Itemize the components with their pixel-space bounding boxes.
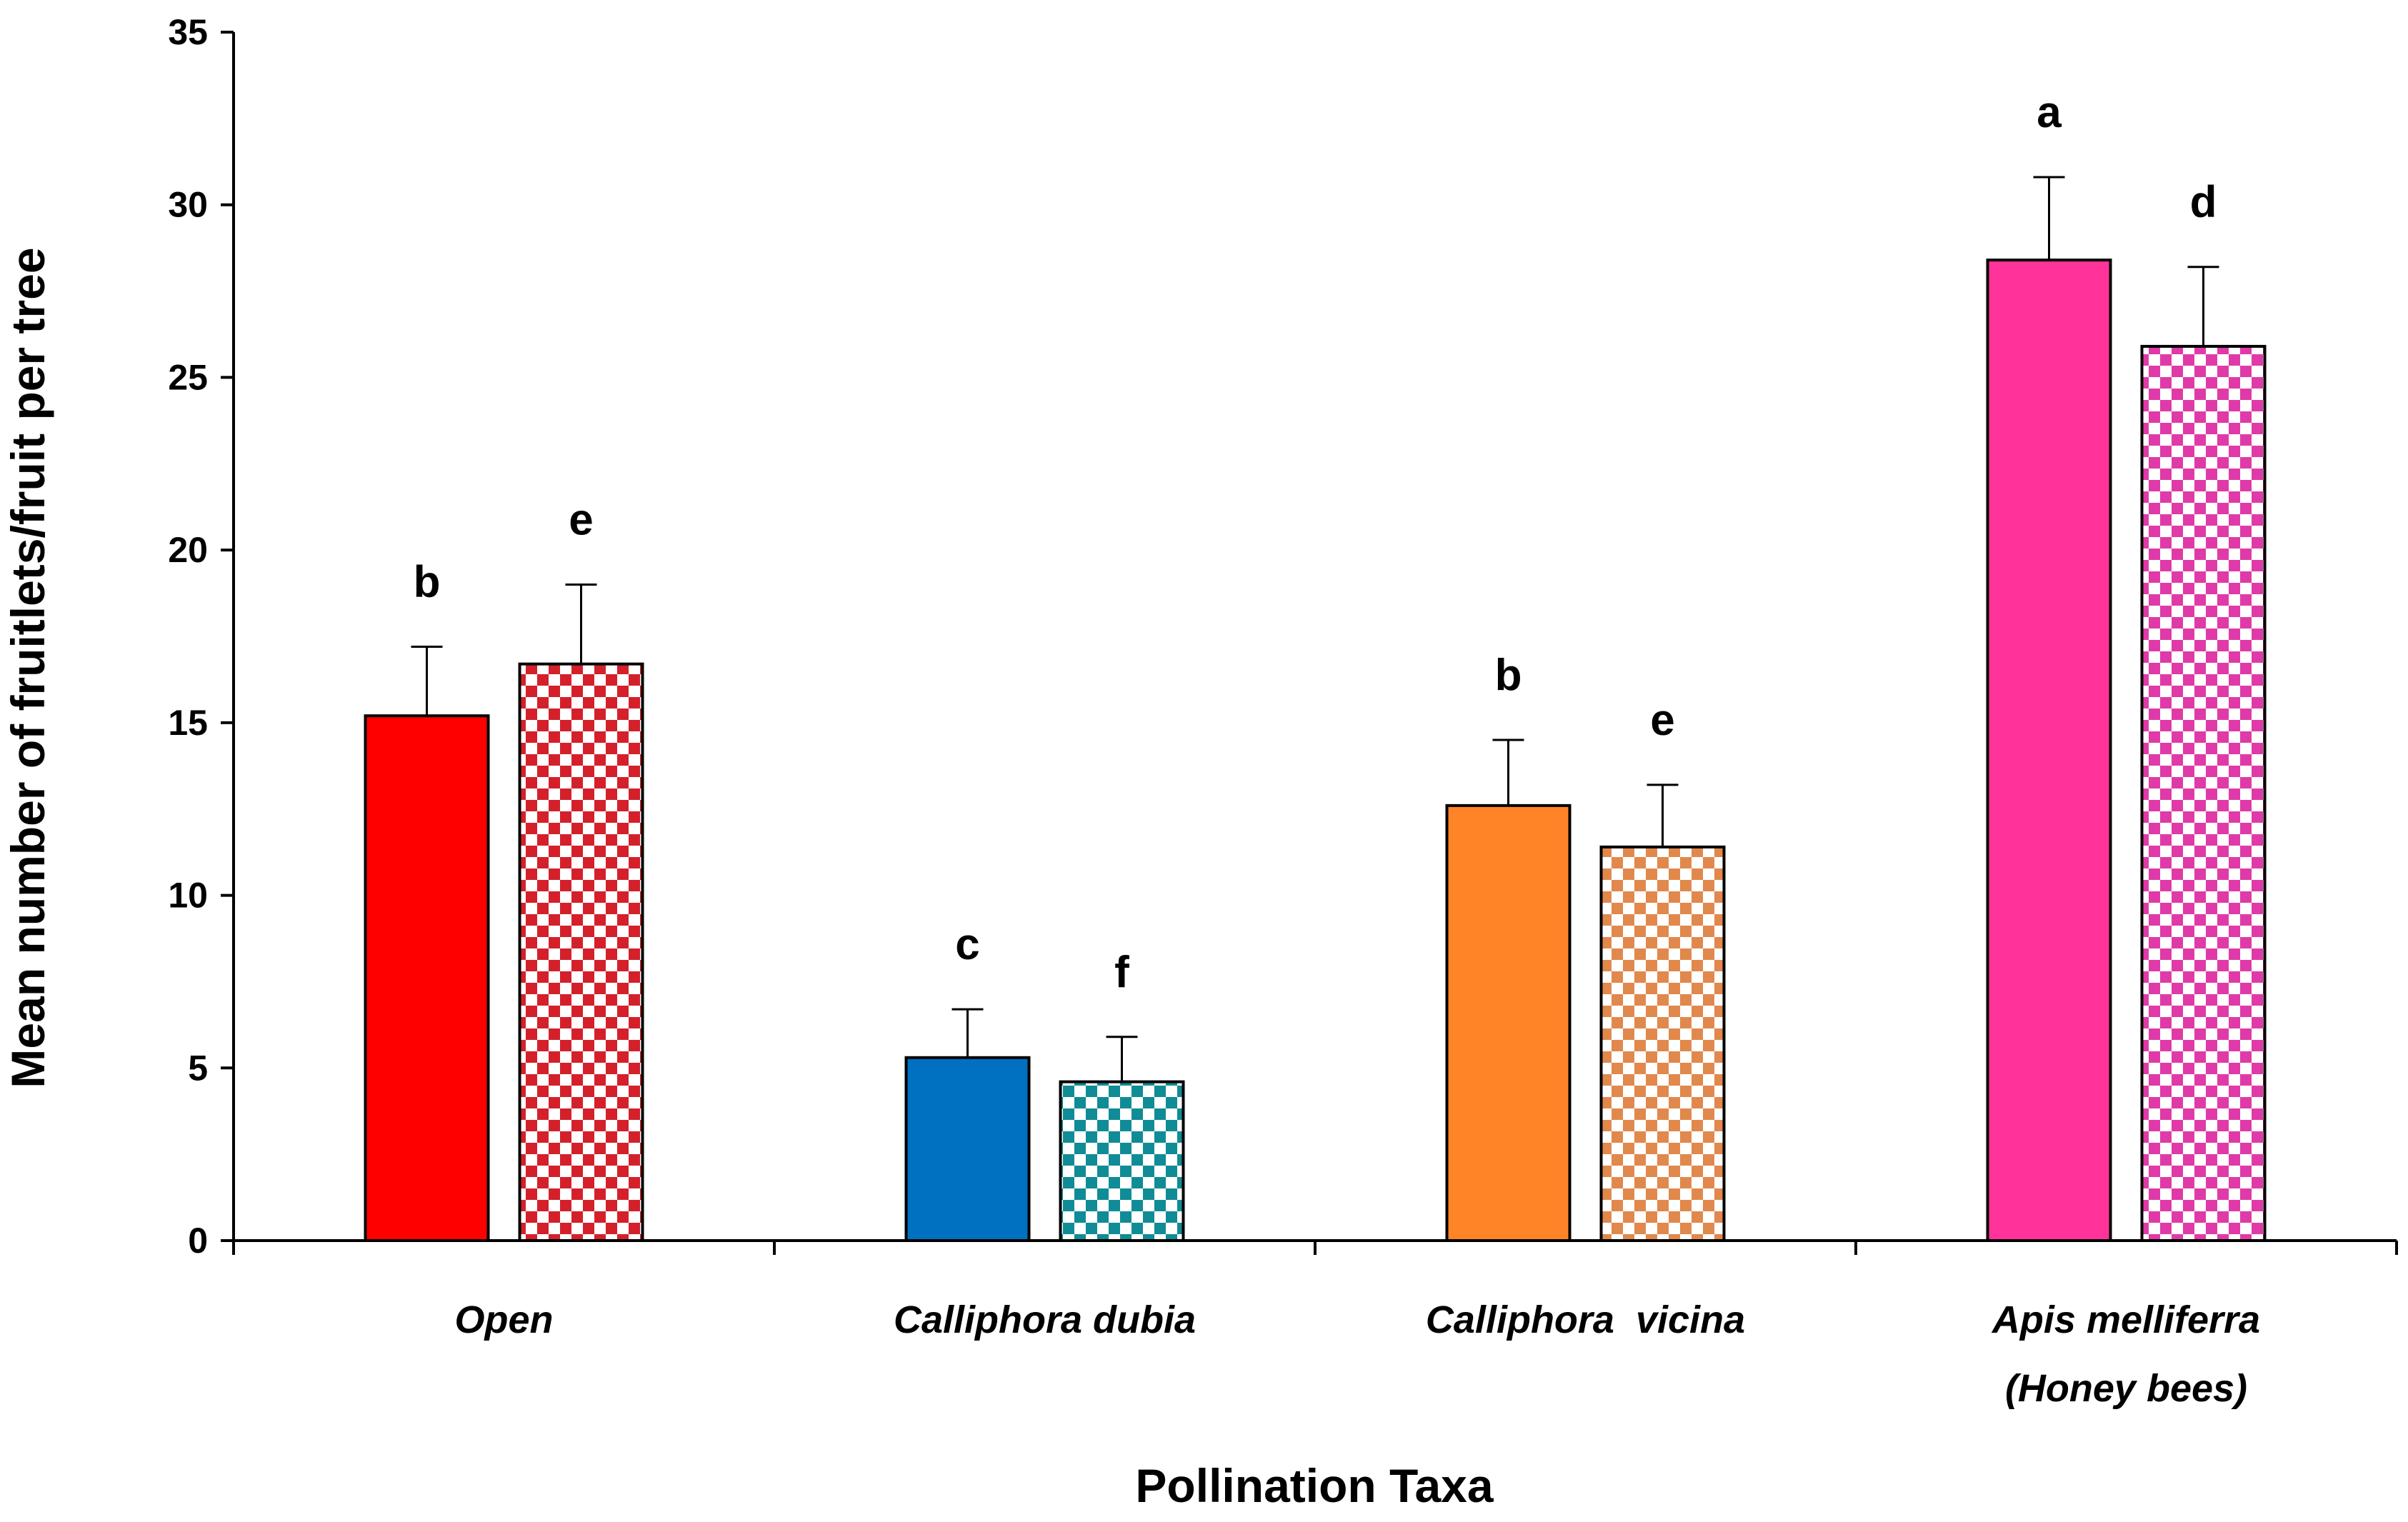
bar-checkered [518, 662, 644, 1242]
x-tick-label: Calliphora vicina [1426, 1298, 1745, 1341]
y-tick-label: 0 [188, 1221, 208, 1261]
bars [364, 176, 2267, 1243]
significance-letter: f [1114, 948, 1129, 997]
y-tick-label: 5 [188, 1048, 208, 1088]
significance-letter: b [1495, 651, 1522, 700]
labels: Open Calliphora dubia Calliphora vicina Api… [414, 88, 2261, 1410]
x-axis-title: Pollination Taxa [1135, 1459, 1494, 1512]
significance-letter: b [414, 558, 441, 607]
bar-solid [1986, 259, 2112, 1242]
significance-letter: e [1650, 696, 1674, 745]
significance-letter: a [2037, 88, 2062, 137]
bar-solid [364, 714, 490, 1242]
bar-checkered [1599, 845, 1726, 1243]
bar-checkered [1059, 1080, 1185, 1242]
y-tick-label: 35 [168, 12, 208, 52]
y-tick-label: 10 [168, 876, 208, 916]
y-axis-title: Mean number of fruitlets/fruit per tree [1, 247, 54, 1088]
x-tick-label: (Honey bees) [2005, 1367, 2247, 1410]
bar-checkered [2140, 344, 2267, 1242]
bar-solid [904, 1056, 1031, 1242]
y-tick-label: 15 [168, 703, 208, 743]
y-tick-label: 30 [168, 185, 208, 225]
y-tick-label: 20 [168, 530, 208, 570]
significance-letter: d [2190, 178, 2217, 227]
y-tick-label: 25 [168, 357, 208, 397]
significance-letter: e [569, 495, 593, 544]
bar-solid [1445, 803, 1572, 1242]
x-tick-label: Apis melliferra [1991, 1298, 2260, 1341]
x-tick-label: Calliphora dubia [894, 1298, 1196, 1341]
significance-letter: c [955, 920, 979, 969]
x-tick-label: Open [454, 1298, 553, 1341]
